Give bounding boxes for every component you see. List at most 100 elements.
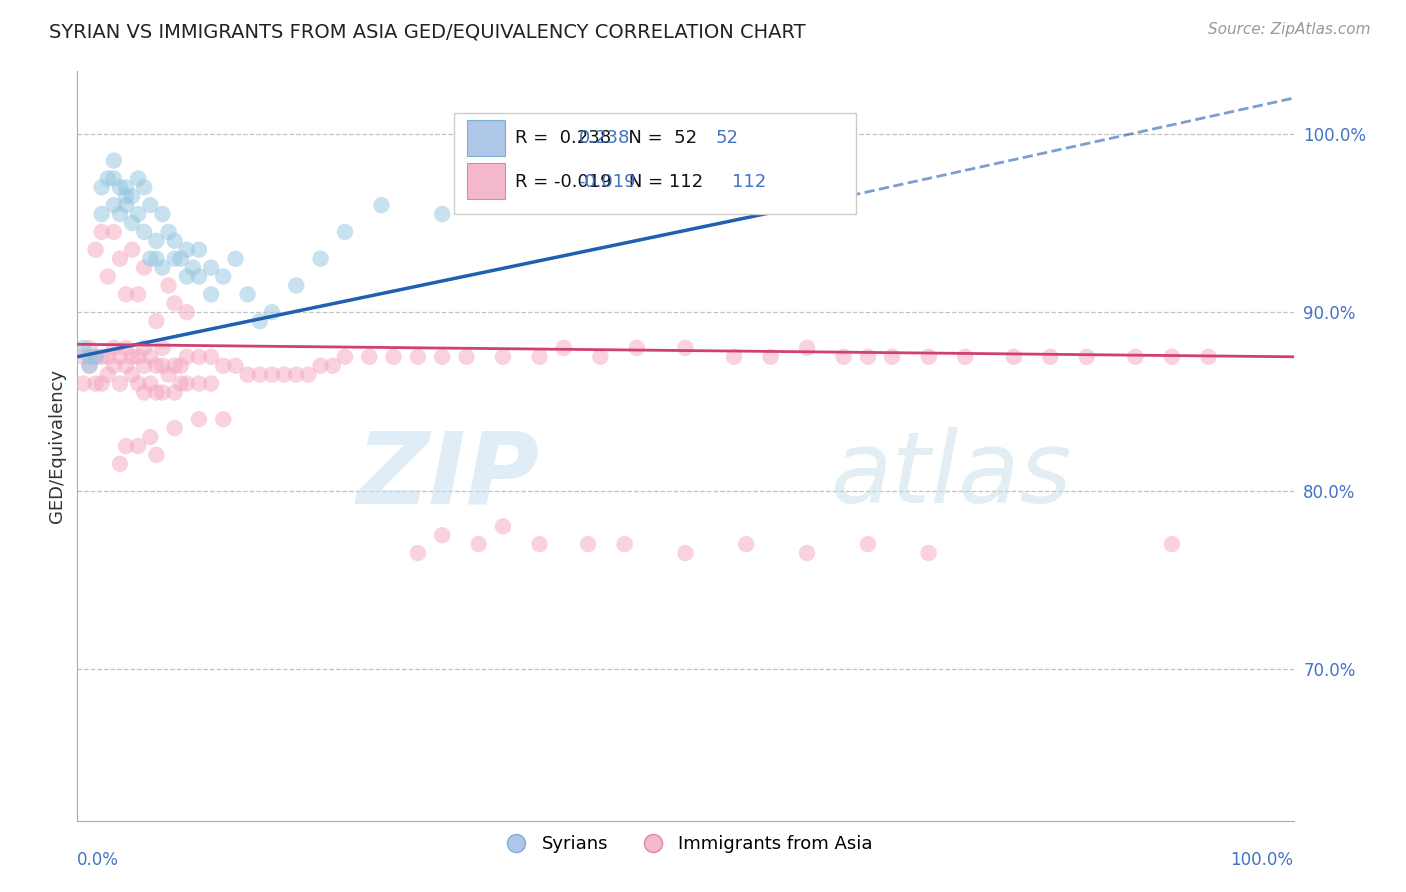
Point [382, 350, 405, 364]
Point [108, 457, 131, 471]
Point [79, 359, 101, 373]
Point [134, 260, 156, 275]
Legend: Syrians, Immigrants from Asia: Syrians, Immigrants from Asia [491, 828, 880, 860]
Point [163, 359, 186, 373]
Point [370, 198, 392, 212]
Point [163, 234, 186, 248]
Point [108, 350, 131, 364]
Point [163, 296, 186, 310]
Point [84, 243, 107, 257]
Point [90, 207, 112, 221]
Point [675, 341, 697, 355]
Point [333, 350, 356, 364]
Point [127, 350, 149, 364]
Point [589, 350, 612, 364]
Point [139, 252, 162, 266]
Point [103, 171, 125, 186]
Point [72, 350, 94, 364]
Point [188, 243, 211, 257]
Point [176, 243, 198, 257]
Point [297, 368, 319, 382]
Point [127, 376, 149, 391]
Point [856, 537, 879, 551]
Point [882, 350, 904, 364]
Point [108, 252, 131, 266]
Text: atlas: atlas [831, 427, 1073, 524]
Point [181, 260, 204, 275]
Point [90, 376, 112, 391]
Point [236, 368, 259, 382]
Point [121, 368, 143, 382]
Point [796, 546, 818, 560]
Point [127, 439, 149, 453]
Point [1076, 350, 1098, 364]
FancyBboxPatch shape [467, 120, 505, 156]
Point [553, 180, 575, 194]
Point [309, 252, 332, 266]
Text: 0.238: 0.238 [578, 129, 630, 147]
Point [103, 359, 125, 373]
Point [121, 189, 143, 203]
Text: ZIP: ZIP [357, 427, 540, 524]
Point [249, 314, 271, 328]
Point [115, 189, 138, 203]
Point [309, 359, 332, 373]
Point [127, 207, 149, 221]
Point [260, 368, 283, 382]
Point [103, 341, 125, 355]
Point [492, 519, 515, 533]
Point [115, 341, 138, 355]
Point [796, 341, 818, 355]
Point [735, 189, 758, 203]
Point [200, 260, 222, 275]
Point [145, 234, 167, 248]
Point [90, 225, 112, 239]
Point [176, 350, 198, 364]
Text: R = -0.019   N = 112: R = -0.019 N = 112 [515, 172, 703, 191]
Point [170, 252, 193, 266]
Point [856, 350, 879, 364]
Point [832, 350, 855, 364]
Point [115, 287, 138, 301]
Point [467, 537, 489, 551]
Point [84, 376, 107, 391]
Text: 0.0%: 0.0% [77, 851, 120, 869]
Point [236, 287, 259, 301]
Point [134, 180, 156, 194]
Point [115, 198, 138, 212]
Point [121, 216, 143, 230]
Point [134, 341, 156, 355]
Point [115, 359, 138, 373]
Point [285, 278, 308, 293]
Point [72, 376, 94, 391]
Point [406, 350, 429, 364]
Y-axis label: GED/Equivalency: GED/Equivalency [48, 369, 66, 523]
Point [529, 350, 551, 364]
Point [1161, 350, 1184, 364]
Point [430, 207, 453, 221]
Point [103, 225, 125, 239]
Point [553, 341, 575, 355]
Point [139, 350, 162, 364]
Point [212, 412, 235, 426]
Text: SYRIAN VS IMMIGRANTS FROM ASIA GED/EQUIVALENCY CORRELATION CHART: SYRIAN VS IMMIGRANTS FROM ASIA GED/EQUIV… [49, 22, 806, 41]
Point [79, 359, 101, 373]
Point [285, 368, 308, 382]
Point [157, 368, 180, 382]
Point [406, 546, 429, 560]
Text: 112: 112 [731, 172, 766, 191]
Point [79, 350, 101, 364]
Point [163, 421, 186, 435]
Point [134, 385, 156, 400]
Point [576, 537, 599, 551]
Point [79, 341, 101, 355]
Point [139, 430, 162, 444]
Point [152, 385, 174, 400]
Point [103, 153, 125, 168]
Point [145, 385, 167, 400]
Point [176, 269, 198, 284]
Point [90, 180, 112, 194]
Text: 52: 52 [716, 129, 738, 147]
Point [224, 252, 246, 266]
Point [638, 189, 661, 203]
